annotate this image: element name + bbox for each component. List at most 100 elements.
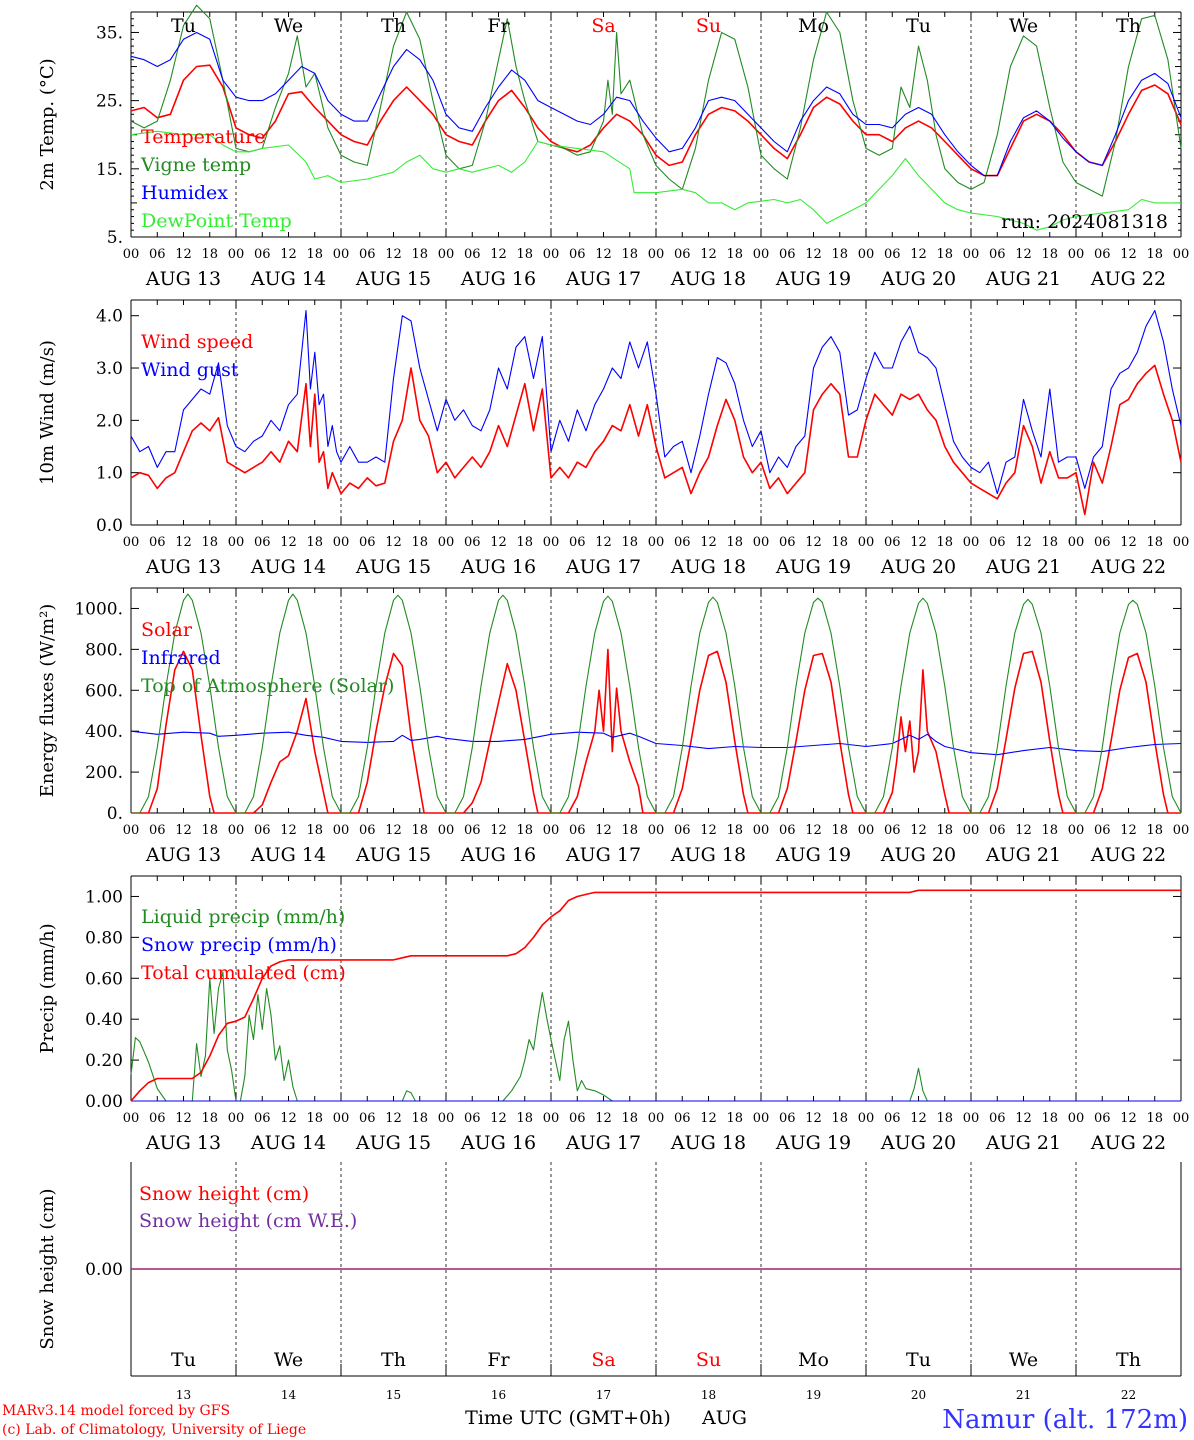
hour-tick-label: 06 [569, 535, 586, 550]
hour-tick-label: 06 [359, 247, 376, 262]
hour-tick-label: 12 [385, 1111, 402, 1126]
day-number: 18 [701, 1388, 716, 1402]
hour-tick-label: 00 [1068, 1111, 1085, 1126]
hour-tick-label: 18 [1041, 535, 1058, 550]
hour-tick-label: 18 [936, 247, 953, 262]
hour-tick-label: 18 [411, 823, 428, 838]
hour-tick-label: 00 [753, 1111, 770, 1126]
hour-tick-label: 12 [805, 247, 822, 262]
y-tick-label: 4.0 [96, 307, 123, 327]
day-name: Su [696, 1349, 721, 1371]
hour-tick-label: 00 [228, 1111, 245, 1126]
hour-tick-label: 00 [1068, 823, 1085, 838]
hour-tick-label: 18 [201, 823, 218, 838]
day-number: 15 [386, 1388, 401, 1402]
hour-tick-label: 12 [805, 535, 822, 550]
lab-credit: (c) Lab. of Climatology, University of L… [2, 1422, 306, 1438]
hour-tick-label: 00 [858, 1111, 875, 1126]
y-tick-label: 35. [96, 23, 123, 43]
date-label: AUG 19 [775, 556, 851, 578]
hour-tick-label: 06 [884, 823, 901, 838]
y-tick-label: 0.20 [85, 1051, 123, 1071]
series-line-humidex [130, 31, 1182, 177]
series-line-temperature [130, 64, 1182, 177]
legend-entry: Snow height (cm W.E.) [139, 1210, 357, 1232]
legend-entry: Humidex [141, 182, 228, 204]
hour-tick-label: 18 [621, 823, 638, 838]
month-label: AUG [701, 1407, 747, 1429]
hour-tick-label: 06 [989, 1111, 1006, 1126]
hour-tick-label: 00 [1173, 535, 1190, 550]
hour-tick-label: 18 [831, 1111, 848, 1126]
date-label: AUG 14 [250, 268, 326, 290]
hour-tick-label: 00 [753, 823, 770, 838]
series-line-vigne-temp [130, 4, 1182, 197]
series-line-dewpoint-temp [130, 130, 1181, 231]
hour-tick-label: 18 [516, 823, 533, 838]
y-tick-label: 25. [96, 92, 123, 112]
hour-tick-label: 06 [674, 535, 691, 550]
y-tick-label: 0. [107, 804, 123, 824]
hour-tick-label: 00 [753, 535, 770, 550]
series-line-wind-speed [130, 364, 1182, 516]
legend-entry: DewPoint Temp [141, 210, 292, 232]
hour-tick-label: 00 [333, 823, 350, 838]
hour-tick-label: 18 [411, 535, 428, 550]
y-tick-label: 0.00 [85, 1260, 123, 1280]
day-name: Fr [487, 1349, 510, 1371]
date-label: AUG 17 [565, 1132, 641, 1154]
date-label: AUG 18 [670, 268, 746, 290]
hour-tick-label: 12 [175, 823, 192, 838]
hour-tick-label: 18 [831, 823, 848, 838]
hour-tick-label: 00 [648, 535, 665, 550]
hour-tick-label: 18 [411, 247, 428, 262]
hour-tick-label: 00 [963, 1111, 980, 1126]
legend-entry: Top of Atmosphere (Solar) [141, 675, 394, 697]
y-tick-label: 0.0 [96, 516, 123, 536]
hour-tick-label: 00 [438, 247, 455, 262]
hour-tick-label: 06 [149, 535, 166, 550]
date-label: AUG 19 [775, 1132, 851, 1154]
hour-tick-label: 12 [280, 247, 297, 262]
day-name: Mo [798, 1349, 829, 1371]
hour-tick-label: 00 [123, 1111, 140, 1126]
hour-tick-label: 06 [674, 823, 691, 838]
day-number: 20 [911, 1388, 926, 1402]
y-tick-label: 3.0 [96, 359, 123, 379]
y-tick-label: 5. [107, 228, 123, 248]
date-label: AUG 15 [355, 268, 431, 290]
day-name: Th [1116, 1349, 1141, 1371]
hour-tick-label: 06 [989, 823, 1006, 838]
day-name: Th [381, 1349, 406, 1371]
y-tick-label: 0.00 [85, 1092, 123, 1112]
day-name: Fr [487, 15, 510, 37]
y-tick-label: 0.60 [85, 969, 123, 989]
hour-tick-label: 06 [149, 247, 166, 262]
hour-tick-label: 00 [1068, 247, 1085, 262]
date-label: AUG 14 [250, 1132, 326, 1154]
day-number: 17 [596, 1388, 611, 1402]
hour-tick-label: 18 [306, 823, 323, 838]
hour-tick-label: 18 [1146, 1111, 1163, 1126]
legend-entry: Wind speed [141, 331, 253, 353]
hour-tick-label: 12 [490, 823, 507, 838]
date-label: AUG 13 [145, 268, 221, 290]
day-name: Tu [171, 15, 196, 37]
day-name: Sa [591, 15, 615, 37]
hour-tick-label: 12 [595, 535, 612, 550]
hour-tick-label: 18 [726, 1111, 743, 1126]
legend-entry: Vigne temp [140, 154, 251, 176]
y-tick-label: 1.0 [96, 464, 123, 484]
hour-tick-label: 12 [175, 1111, 192, 1126]
series-line-top-of-atmosphere-solar- [131, 593, 1182, 814]
hour-tick-label: 00 [543, 823, 560, 838]
date-label: AUG 19 [775, 268, 851, 290]
hour-tick-label: 12 [700, 823, 717, 838]
hour-tick-label: 06 [569, 1111, 586, 1126]
hour-tick-label: 06 [569, 247, 586, 262]
hour-tick-label: 18 [1146, 823, 1163, 838]
hour-tick-label: 00 [333, 535, 350, 550]
hour-tick-label: 06 [359, 535, 376, 550]
date-label: AUG 16 [460, 844, 536, 866]
date-label: AUG 21 [985, 268, 1061, 290]
